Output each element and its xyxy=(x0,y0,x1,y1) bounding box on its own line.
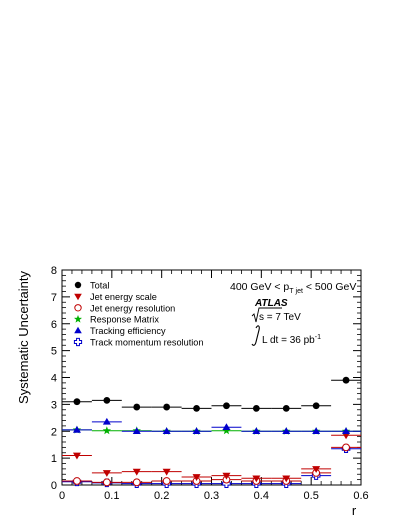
point-jet-energy-scale xyxy=(252,475,261,483)
x-tick-label: 0.1 xyxy=(104,490,119,502)
integral-symbol xyxy=(251,325,260,346)
x-tick-label: 0.2 xyxy=(154,490,169,502)
point-tracking-efficiency xyxy=(312,427,321,435)
sqrt-symbol xyxy=(251,307,282,323)
point-jet-energy-resolution xyxy=(102,478,111,487)
y-tick-label: 3 xyxy=(51,399,57,411)
point-tracking-efficiency xyxy=(162,427,171,435)
pt-range-annotation: 400 GeV < pT jet < 500 GeV xyxy=(230,281,356,295)
luminosity-label: L dt = 36 pb-1 xyxy=(262,334,321,346)
point-jet-energy-resolution xyxy=(162,477,171,485)
point-response-matrix xyxy=(102,426,112,435)
point-jet-energy-scale xyxy=(162,468,171,476)
point-total xyxy=(73,398,81,406)
y-axis-label: Systematic Uncertainty xyxy=(16,271,31,404)
x-tick-label: 0.4 xyxy=(254,490,269,502)
point-jet-energy-resolution xyxy=(73,477,81,485)
point-jet-energy-resolution xyxy=(342,443,350,452)
point-total xyxy=(312,402,320,410)
point-jet-energy-scale xyxy=(192,474,201,481)
legend-label-response-matrix: Response Matrix xyxy=(90,315,159,325)
y-tick-label: 2 xyxy=(51,426,57,438)
y-tick-label: 6 xyxy=(51,319,57,331)
point-tracking-efficiency xyxy=(342,427,351,435)
point-total xyxy=(193,405,200,412)
series-total xyxy=(62,376,361,412)
y-tick-label: 0 xyxy=(51,480,57,492)
point-total xyxy=(133,403,141,411)
point-total xyxy=(252,405,260,412)
legend-marker-total xyxy=(74,281,82,289)
atlas-label: ATLAS xyxy=(254,298,288,309)
luminosity-text: L dt = 36 pb xyxy=(262,335,315,346)
point-total xyxy=(282,405,290,412)
point-jet-energy-resolution xyxy=(132,478,141,487)
y-tick-label: 5 xyxy=(51,346,57,358)
point-jet-energy-scale xyxy=(312,466,321,473)
point-jet-energy-scale xyxy=(282,475,291,483)
y-tick-label: 7 xyxy=(51,292,57,304)
x-tick-label: 0.6 xyxy=(353,490,368,502)
legend-label-track-momentum-resolution: Track momentum resolution xyxy=(90,338,204,348)
point-tracking-efficiency xyxy=(102,417,111,425)
legend-label-tracking-efficiency: Tracking efficiency xyxy=(90,326,166,336)
series-tracking-efficiency xyxy=(62,417,361,435)
y-tick-label: 8 xyxy=(51,265,57,277)
point-tracking-efficiency xyxy=(222,423,231,431)
point-total xyxy=(103,396,111,404)
x-tick-label: 0.3 xyxy=(204,490,219,502)
point-total xyxy=(163,403,171,411)
pt-range-end: < 500 GeV xyxy=(303,281,356,293)
y-tick-label: 4 xyxy=(51,373,57,385)
legend-marker-jet-energy-scale xyxy=(74,293,82,301)
legend-marker-tracking-efficiency xyxy=(74,326,82,334)
luminosity-exponent: -1 xyxy=(315,334,321,341)
point-total xyxy=(342,376,350,384)
legend-marker-track-momentum-resolution xyxy=(73,337,83,347)
legend-label-jet-energy-resolution: Jet energy resolution xyxy=(90,303,175,313)
pt-subscript-jet: jet xyxy=(295,288,303,295)
point-tracking-efficiency xyxy=(282,427,291,435)
point-jet-energy-scale xyxy=(72,452,81,460)
point-jet-energy-scale xyxy=(222,472,231,480)
sqrt-s-label: s = 7 TeV xyxy=(259,312,301,323)
x-tick-label: 0 xyxy=(59,490,65,502)
point-response-matrix xyxy=(222,426,231,435)
plot-frame xyxy=(61,269,362,486)
point-tracking-efficiency xyxy=(252,427,261,435)
point-tracking-efficiency xyxy=(132,427,141,435)
point-tracking-efficiency xyxy=(72,425,81,433)
legend-label-total: Total xyxy=(90,281,109,291)
point-jet-energy-scale xyxy=(102,470,111,477)
legend-marker-jet-energy-resolution xyxy=(74,304,82,312)
legend-label-jet-energy-scale: Jet energy scale xyxy=(90,292,157,302)
legend-marker-response-matrix xyxy=(74,315,82,323)
pt-subscript-t: T xyxy=(289,288,294,295)
y-tick-label: 1 xyxy=(51,453,57,465)
point-total xyxy=(223,402,230,410)
x-axis-label: r xyxy=(352,503,357,518)
point-tracking-efficiency xyxy=(192,427,201,435)
x-tick-label: 0.5 xyxy=(304,490,319,502)
point-jet-energy-scale xyxy=(132,468,141,476)
pt-range-text: 400 GeV < p xyxy=(230,281,289,293)
